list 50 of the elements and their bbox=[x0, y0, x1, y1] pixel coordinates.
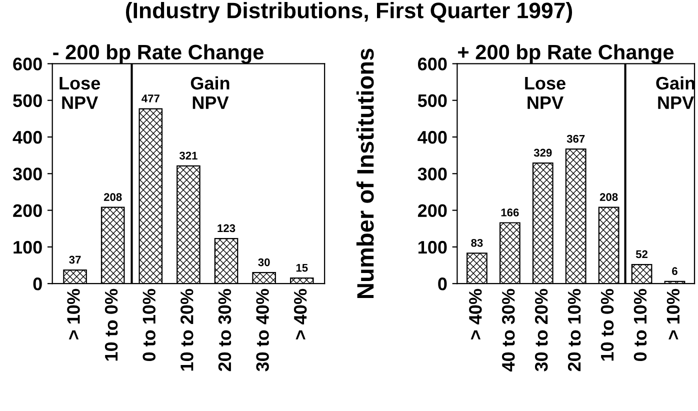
data-label: 30 bbox=[258, 258, 270, 266]
y-tick-label: 300 bbox=[12, 168, 42, 180]
x-tick-label: > 10% bbox=[67, 288, 80, 340]
data-label: 83 bbox=[471, 238, 483, 247]
data-label: 37 bbox=[69, 256, 81, 264]
data-label: 208 bbox=[104, 193, 122, 201]
data-label: 477 bbox=[142, 94, 160, 102]
x-tick-label: 30 to 20% bbox=[534, 288, 548, 372]
x-tick-label: 20 to 30% bbox=[218, 288, 232, 372]
x-tick-label: 10 to 0% bbox=[104, 288, 118, 361]
x-tick-label: 10 to 0% bbox=[600, 288, 614, 361]
annotation: Gain NPV bbox=[190, 76, 230, 109]
x-tick-label: 20 to 10% bbox=[568, 288, 581, 372]
y-tick-label: 0 bbox=[33, 278, 42, 290]
y-tick-label: 600 bbox=[418, 58, 447, 70]
y-tick-label: 400 bbox=[12, 130, 42, 144]
y-tick-label: 0 bbox=[438, 278, 447, 290]
annotation: Lose NPV bbox=[525, 77, 566, 109]
data-label: 123 bbox=[218, 224, 236, 232]
data-label: 329 bbox=[534, 148, 552, 157]
chart-title: (Industry Distributions, First Quarter 1997) bbox=[126, 2, 572, 23]
y-tick-label: 500 bbox=[418, 94, 447, 108]
x-tick-label: > 10% bbox=[666, 288, 680, 340]
data-label: 321 bbox=[179, 152, 198, 160]
y-tick-label: 100 bbox=[418, 240, 447, 254]
chart-subtitle: + 200 bp Rate Change bbox=[458, 44, 674, 64]
x-tick-label: 0 to 10% bbox=[634, 288, 647, 361]
x-tick-label: > 40% bbox=[294, 288, 307, 340]
y-tick-label: 100 bbox=[14, 240, 42, 254]
y-tick-label: 200 bbox=[418, 204, 447, 218]
data-label: 52 bbox=[636, 250, 648, 258]
y-axis-title: Number of Institutions bbox=[356, 48, 374, 298]
data-label: 166 bbox=[501, 208, 519, 216]
y-tick-label: 500 bbox=[13, 94, 42, 108]
y-tick-label: 400 bbox=[418, 130, 447, 144]
data-label: 367 bbox=[566, 134, 585, 143]
annotation: Lose NPV bbox=[60, 77, 100, 109]
annotation: Gain NPV bbox=[656, 76, 694, 109]
y-tick-label: 200 bbox=[13, 204, 42, 218]
data-label: 6 bbox=[672, 267, 678, 276]
x-tick-label: 0 to 10% bbox=[142, 288, 156, 361]
x-tick-label: 10 to 20% bbox=[180, 288, 194, 371]
x-tick-label: 40 to 30% bbox=[502, 288, 515, 372]
data-label: 208 bbox=[600, 193, 618, 201]
x-tick-label: 30 to 40% bbox=[256, 288, 269, 372]
data-label: 15 bbox=[296, 264, 308, 272]
y-tick-label: 300 bbox=[418, 168, 447, 180]
chart-subtitle: - 200 bp Rate Change bbox=[53, 44, 264, 64]
x-tick-label: > 40% bbox=[469, 288, 482, 340]
y-tick-label: 600 bbox=[13, 58, 42, 70]
